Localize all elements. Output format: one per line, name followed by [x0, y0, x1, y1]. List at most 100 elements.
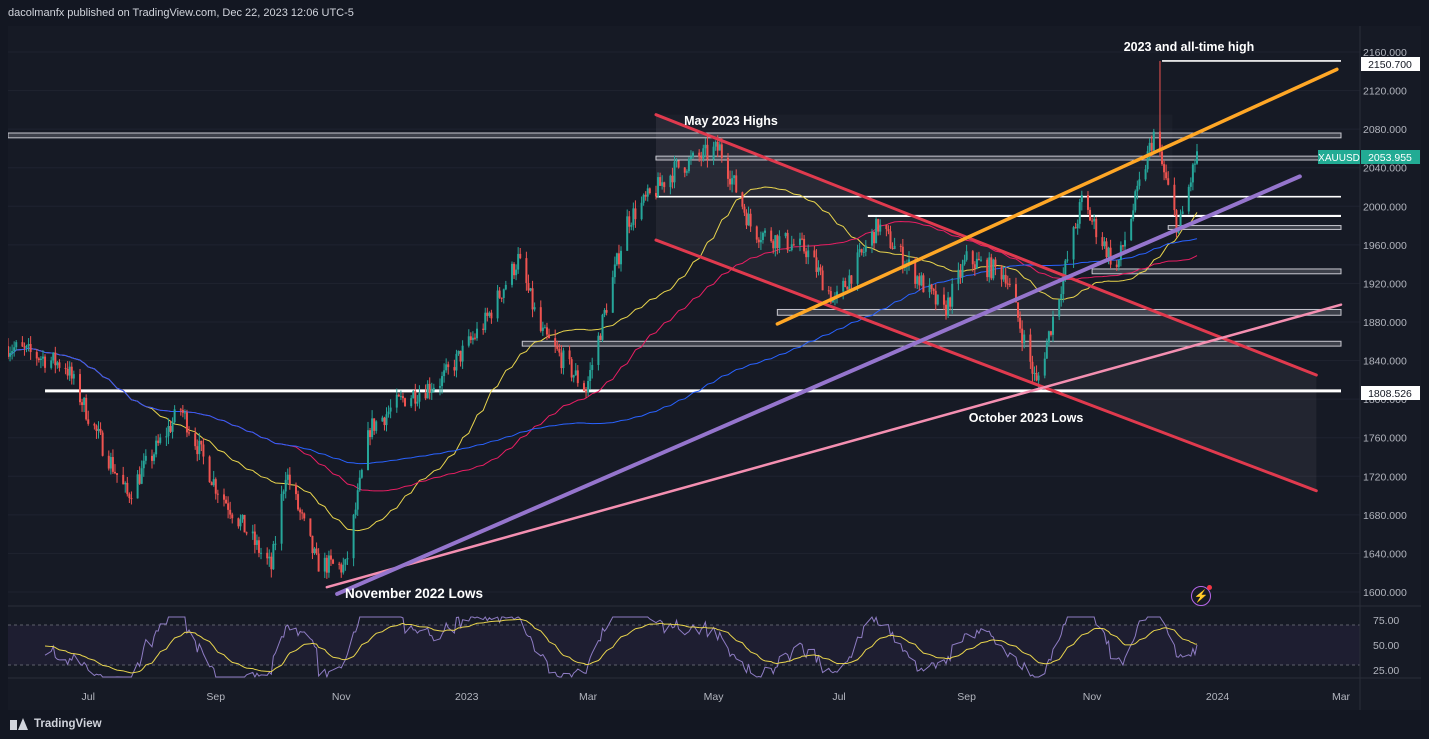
y-tick-label: 1600.000: [1363, 587, 1407, 599]
candle-body: [957, 269, 960, 284]
annotation-october-lows: October 2023 Lows: [969, 411, 1084, 425]
candle-body: [749, 213, 752, 227]
candle-body: [81, 402, 84, 405]
candle-body: [455, 353, 458, 371]
candle-body: [677, 160, 680, 168]
footer-brand-text: TradingView: [34, 718, 102, 730]
candle-body: [344, 559, 347, 565]
candle-body: [761, 232, 764, 241]
candle-body: [1121, 245, 1124, 247]
candle-body: [556, 345, 559, 349]
candle-body: [185, 412, 188, 433]
candle-body: [1093, 218, 1096, 222]
candle-body: [788, 250, 791, 252]
candle-body: [358, 477, 361, 491]
candle-body: [687, 158, 690, 172]
candle-body: [498, 290, 501, 298]
candle-body: [453, 367, 456, 371]
footer-brand[interactable]: TradingView: [10, 716, 102, 732]
candle-body: [1175, 210, 1178, 233]
candle-body: [901, 246, 904, 269]
candle-body: [272, 544, 275, 570]
tradingview-logo-icon: [10, 718, 28, 730]
candle-body: [560, 352, 563, 369]
candle-body: [266, 552, 269, 559]
candle-body: [613, 264, 616, 278]
candle-body: [445, 364, 448, 371]
candle-body: [599, 335, 602, 340]
candle-body: [85, 397, 88, 420]
candle-body: [899, 245, 902, 247]
candle-body: [303, 513, 306, 519]
price-chart[interactable]: 75.00 50.00 25.00 2160.000 2120.000 2080.000…: [7, 26, 1421, 710]
candle-body: [354, 509, 357, 515]
level-price-label-box: [1361, 386, 1420, 400]
candle-body: [1165, 172, 1168, 179]
candle-body: [698, 152, 701, 157]
candle-body: [661, 182, 664, 186]
candle-body: [231, 514, 234, 519]
notification-dot: [1207, 585, 1212, 590]
candle-body: [1076, 223, 1079, 229]
candle-body: [918, 276, 921, 286]
candle-body: [885, 224, 888, 230]
candle-body: [611, 277, 614, 313]
candle-body: [525, 258, 528, 283]
candle-body: [1152, 131, 1155, 151]
trendline-orange: [775, 67, 1339, 326]
lightning-icon[interactable]: ⚡: [1191, 585, 1212, 606]
candle-body: [977, 258, 980, 261]
candle-body: [1080, 195, 1083, 203]
x-tick-label: Sep: [957, 691, 976, 703]
candle-body: [169, 426, 172, 432]
candle-body: [371, 418, 374, 438]
candle-body: [589, 370, 592, 381]
candle-body: [486, 312, 489, 316]
candle-body: [920, 275, 923, 286]
candle-body: [438, 386, 441, 388]
candle-body: [467, 336, 470, 346]
candle-body: [496, 290, 499, 319]
candle-body: [846, 287, 849, 290]
candle-body: [930, 284, 933, 290]
candle-body: [963, 259, 966, 265]
zones: [7, 60, 1342, 491]
candle-body: [942, 294, 945, 305]
candle-body: [1043, 358, 1046, 376]
candle-body: [253, 531, 256, 545]
candle-body: [515, 269, 518, 276]
candle-body: [383, 417, 386, 426]
candle-body: [805, 251, 808, 258]
candle-body: [873, 231, 876, 244]
x-tick-label: Mar: [1332, 691, 1351, 703]
candle-body: [1196, 151, 1199, 164]
candle-body: [1103, 241, 1106, 247]
candle-body: [1014, 284, 1017, 303]
candle-body: [443, 370, 446, 377]
candle-body: [936, 294, 939, 305]
channel-lower: [654, 238, 1318, 493]
candle-body: [543, 327, 546, 329]
candle-body: [1062, 275, 1065, 295]
candle-body: [1144, 169, 1147, 180]
candle-body: [1037, 375, 1040, 381]
y-tick-label: 1880.000: [1363, 317, 1407, 329]
candle-body: [282, 491, 285, 494]
candle-body: [482, 328, 485, 330]
channel-upper: [654, 113, 1318, 377]
candle-body: [827, 290, 830, 292]
candle-body: [990, 257, 993, 279]
candle-body: [887, 229, 890, 232]
candle-body: [15, 342, 18, 348]
candle-body: [700, 156, 703, 159]
y-tick-label: 1840.000: [1363, 356, 1407, 368]
candle-body: [819, 267, 822, 271]
candle-body: [1049, 331, 1052, 335]
candle-body: [23, 346, 26, 348]
high-price-label-box: [1361, 57, 1420, 71]
candle-body: [181, 409, 184, 413]
candle-body: [70, 366, 73, 379]
candle-body: [527, 282, 530, 291]
candle-body: [210, 482, 213, 486]
candle-body: [1117, 260, 1120, 267]
